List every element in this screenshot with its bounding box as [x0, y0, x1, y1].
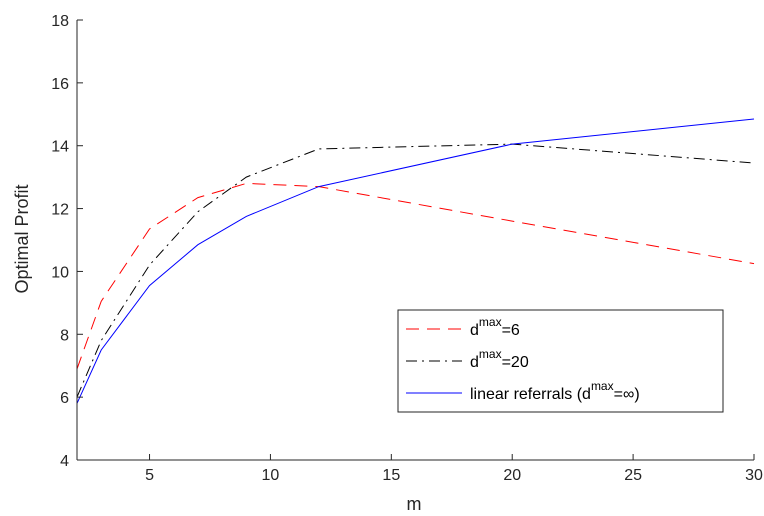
x-tick-label: 30 [745, 467, 763, 484]
x-tick-label: 5 [145, 467, 154, 484]
x-tick-label: 15 [382, 467, 400, 484]
x-axis-title: m [407, 494, 422, 514]
legend-label-rest: =6 [502, 322, 520, 339]
legend-label-base: linear referrals (d [470, 386, 591, 403]
legend-label-base: d [470, 354, 479, 371]
legend-label-superscript: max [479, 347, 502, 361]
legend-entry-2: dmax=20 [470, 347, 529, 371]
series-line-3 [76, 118, 755, 404]
y-tick-label: 16 [51, 76, 69, 93]
series-line-1 [76, 182, 755, 370]
y-tick-label: 4 [60, 453, 69, 470]
legend-label-rest: =∞) [614, 386, 640, 403]
y-tick-label: 10 [51, 264, 69, 281]
y-tick-label: 14 [51, 139, 69, 156]
x-tick-label: 20 [503, 467, 521, 484]
series-lines [76, 118, 755, 404]
x-tick-label: 25 [624, 467, 642, 484]
legend-label-superscript: max [591, 379, 614, 393]
legend-label-rest: =20 [502, 354, 529, 371]
legend-label-superscript: max [479, 315, 502, 329]
legend-entry-1: dmax=6 [470, 315, 520, 339]
y-tick-label: 12 [51, 202, 69, 219]
legend-entry-3: linear referrals (dmax=∞) [470, 379, 640, 403]
y-tick-label: 18 [51, 13, 69, 30]
y-axis-title: Optimal Profit [12, 184, 32, 293]
series-line-2 [76, 143, 755, 398]
axes: 5 10 15 20 25 30 4 6 8 10 12 14 16 18 [51, 13, 763, 484]
legend-box [397, 309, 724, 413]
y-tick-label: 8 [60, 327, 69, 344]
legend-label-base: d [470, 322, 479, 339]
x-tick-label: 10 [262, 467, 280, 484]
y-tick-label: 6 [60, 390, 69, 407]
